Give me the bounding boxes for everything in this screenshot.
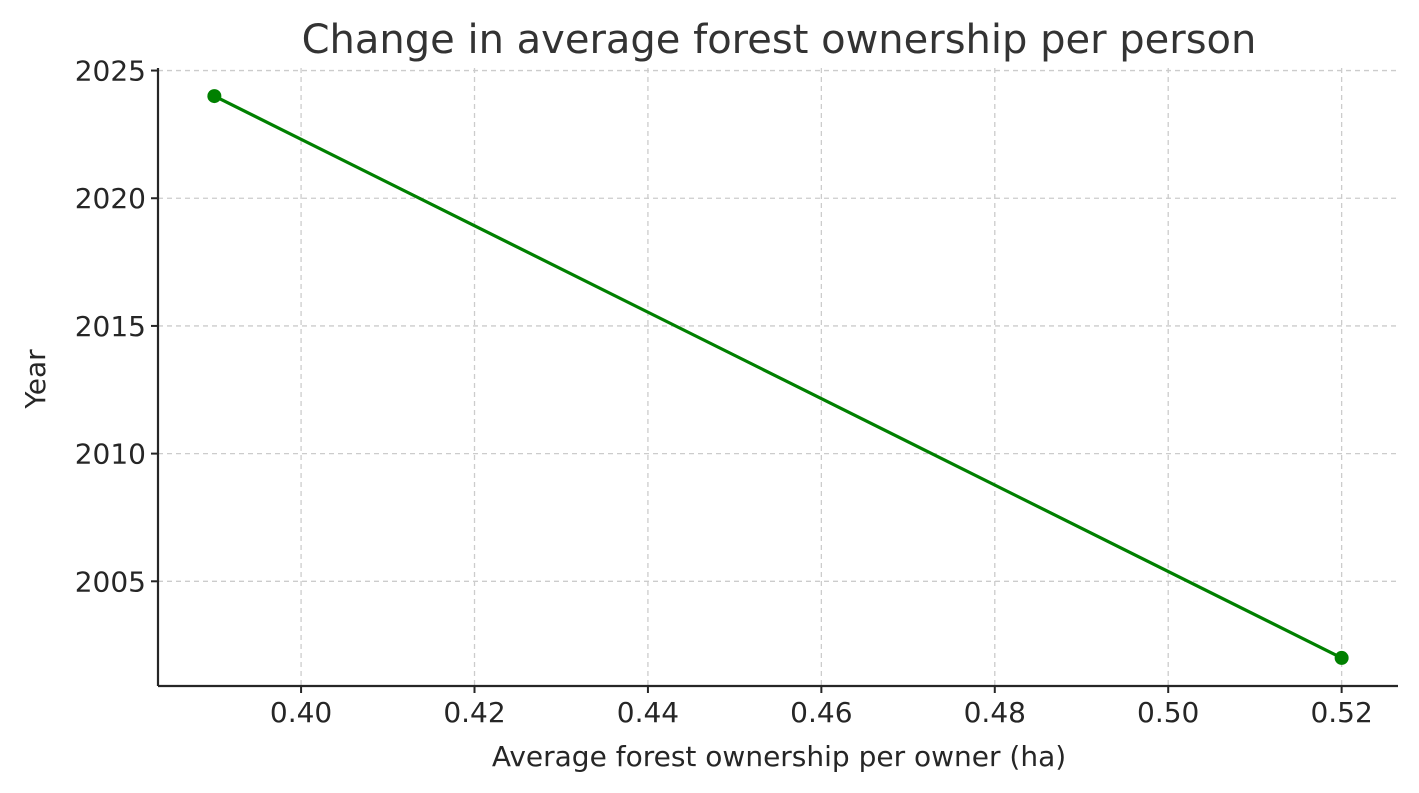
- x-axis-title: Average forest ownership per owner (ha): [492, 740, 1066, 773]
- x-tick-label: 0.52: [1310, 696, 1372, 729]
- x-tick-label: 0.40: [270, 696, 332, 729]
- x-tick-label: 0.50: [1137, 696, 1199, 729]
- x-tick-label: 0.44: [617, 696, 679, 729]
- y-tick-label: 2025: [75, 55, 146, 88]
- y-axis-title: Year: [19, 349, 52, 410]
- series-line: [213, 94, 1343, 660]
- data-point: [1334, 650, 1349, 665]
- x-tick-label: 0.48: [964, 696, 1026, 729]
- y-tick-label: 2005: [75, 565, 146, 598]
- chart-title: Change in average forest ownership per p…: [302, 17, 1257, 63]
- x-tick-label: 0.46: [790, 696, 852, 729]
- x-tick-label: 0.42: [443, 696, 505, 729]
- data-point: [207, 89, 222, 104]
- series: [207, 89, 1349, 665]
- axes: [151, 68, 1398, 693]
- gridlines: [158, 68, 1398, 686]
- y-tick-label: 2020: [75, 182, 146, 215]
- y-tick-label: 2010: [75, 438, 146, 471]
- tick-labels: 0.40 0.42 0.44 0.46 0.48 0.50 0.52 2005 2010 2015…: [75, 55, 1373, 729]
- y-tick-label: 2015: [75, 310, 146, 343]
